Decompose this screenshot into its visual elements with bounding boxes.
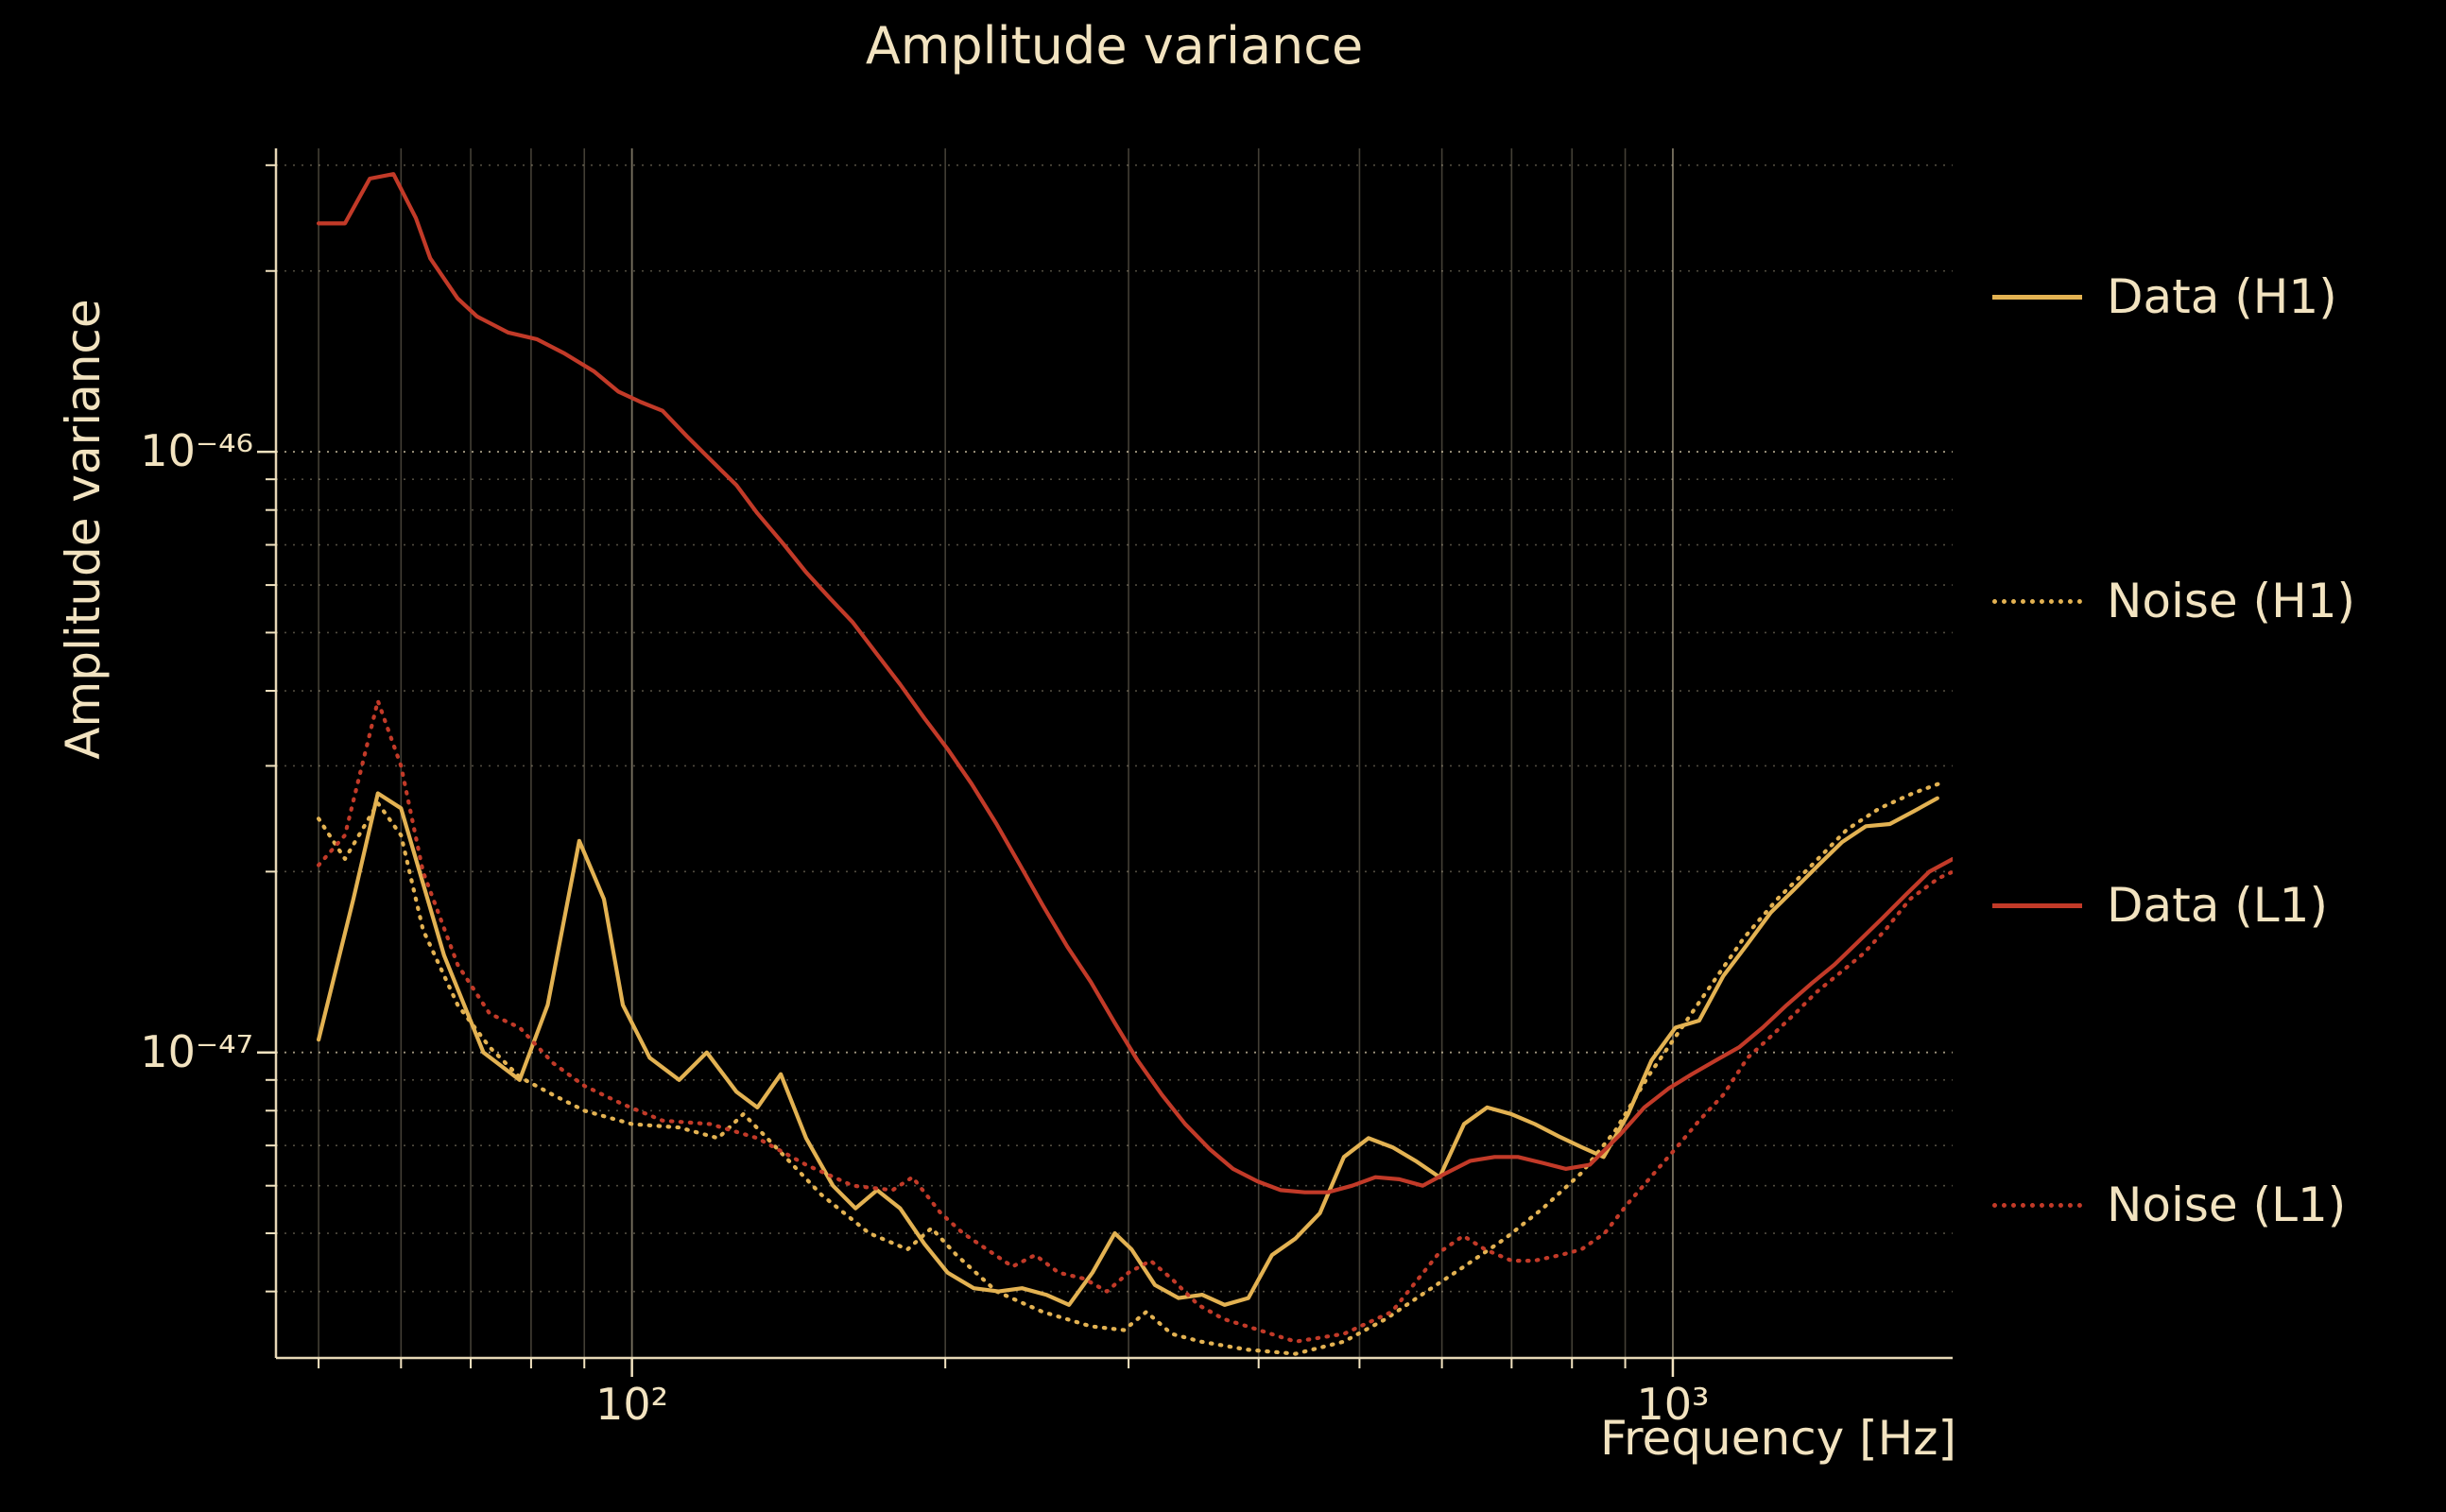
legend-item-data-l1: Data (L1) <box>1992 875 2328 936</box>
legend-item-data-h1: Data (H1) <box>1992 266 2337 327</box>
chart-title: Amplitude variance <box>865 16 1364 76</box>
legend-line-sample-noise-l1 <box>1992 1202 2082 1208</box>
legend-item-noise-h1: Noise (H1) <box>1992 571 2355 631</box>
legend-line-sample-data-l1 <box>1992 902 2082 908</box>
legend-label-noise-l1: Noise (L1) <box>2107 1177 2347 1232</box>
series-line-noise-h1 <box>317 782 1941 1356</box>
series-line-noise-l1 <box>317 698 1953 1344</box>
y-tick-label: 10⁻⁴⁷ <box>140 1025 253 1077</box>
y-axis-label: Amplitude variance <box>56 299 111 760</box>
legend-label-noise-h1: Noise (H1) <box>2107 574 2356 628</box>
x-tick-label: 10³ <box>1636 1379 1710 1430</box>
series-line-data-h1 <box>317 791 1939 1307</box>
x-tick-label: 10² <box>595 1379 669 1430</box>
x-axis-label: Frequency [Hz] <box>1599 1411 1956 1466</box>
legend: Data (H1) Noise (H1) Data (L1) Noise (L1… <box>1981 0 2446 1512</box>
legend-label-data-l1: Data (L1) <box>2107 878 2328 933</box>
legend-line-sample-data-h1 <box>1992 294 2082 300</box>
y-tick-label: 10⁻⁴⁶ <box>140 425 253 477</box>
legend-item-noise-l1: Noise (L1) <box>1992 1175 2346 1235</box>
legend-label-data-h1: Data (H1) <box>2107 269 2337 324</box>
legend-line-sample-noise-h1 <box>1992 598 2082 604</box>
series-line-data-l1 <box>317 172 1953 1194</box>
